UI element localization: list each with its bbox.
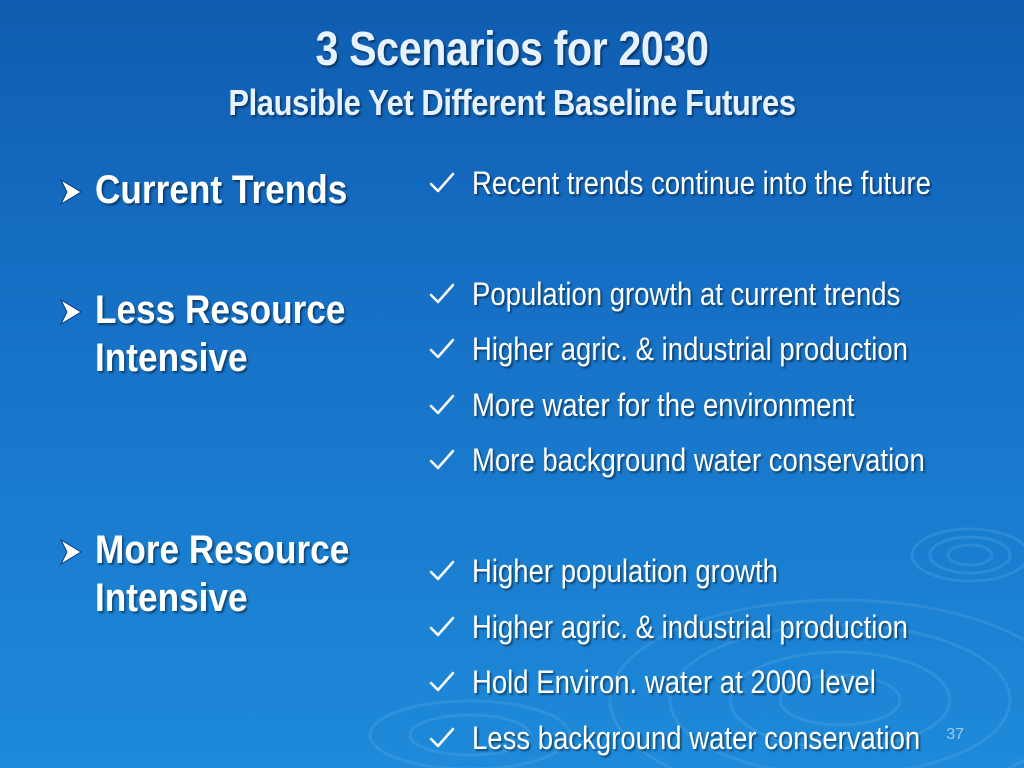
detail-text: Higher agric. & industrial production: [472, 330, 908, 367]
detail-text: Higher agric. & industrial production: [472, 608, 908, 645]
detail-text: Population growth at current trends: [472, 275, 901, 312]
detail-item: Higher population growth: [428, 551, 828, 591]
scenario-less-resource-intensive: Less Resource Intensive: [55, 286, 415, 382]
detail-item: Recent trends continue into the future: [428, 163, 1006, 203]
detail-text: More water for the environment: [472, 386, 855, 423]
detail-item: Higher agric. & industrial production: [428, 329, 979, 369]
check-mark-icon: [429, 172, 455, 193]
check-mark-icon: [429, 338, 455, 359]
detail-item: More water for the environment: [428, 385, 917, 425]
slide-subtitle: Plausible Yet Different Baseline Futures: [228, 82, 796, 123]
arrowhead-bullet-icon: [59, 538, 82, 566]
detail-item: More background water conservation: [428, 440, 999, 480]
arrowhead-bullet-icon: [59, 178, 82, 206]
scenario-label: More Resource Intensive: [95, 528, 350, 620]
detail-item: Less background water conservation: [428, 718, 993, 758]
arrowhead-bullet-icon: [59, 298, 82, 326]
detail-text: Hold Environ. water at 2000 level: [472, 663, 876, 700]
scenario-more-resource-intensive: More Resource Intensive: [55, 526, 415, 622]
check-mark-icon: [429, 560, 455, 581]
check-mark-icon: [429, 616, 455, 637]
detail-item: Hold Environ. water at 2000 level: [428, 662, 942, 702]
detail-text: Less background water conservation: [472, 719, 921, 756]
detail-item: Population growth at current trends: [428, 274, 970, 314]
detail-item: Higher agric. & industrial production: [428, 607, 979, 647]
slide-title: 3 Scenarios for 2030: [315, 23, 709, 76]
check-mark-icon: [429, 671, 455, 692]
page-number: 37: [946, 726, 964, 743]
scenario-label: Current Trends: [95, 168, 348, 212]
scenario-label: Less Resource Intensive: [95, 288, 346, 380]
check-mark-icon: [429, 449, 455, 470]
detail-text: Recent trends continue into the future: [472, 164, 931, 201]
scenario-current-trends: Current Trends: [55, 166, 415, 214]
detail-text: Higher population growth: [472, 552, 778, 589]
detail-text: More background water conservation: [472, 441, 925, 478]
check-mark-icon: [429, 727, 455, 748]
check-mark-icon: [429, 283, 455, 304]
check-mark-icon: [429, 394, 455, 415]
